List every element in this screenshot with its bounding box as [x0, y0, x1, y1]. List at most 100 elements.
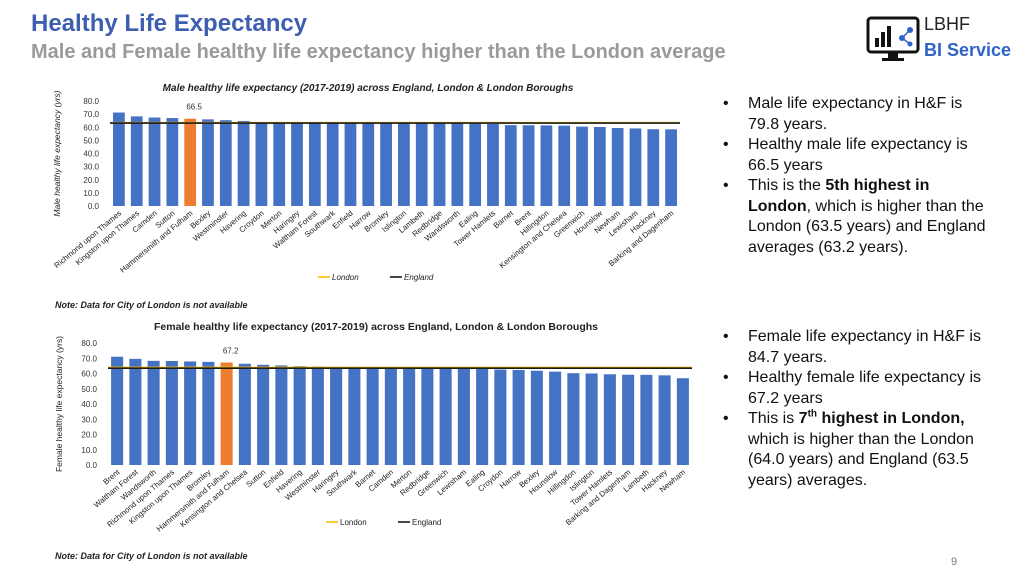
male-legend-england-label: England [404, 273, 434, 282]
female-bar [311, 366, 324, 465]
female-ytick-label: 80.0 [81, 339, 97, 348]
male-bullets: Male life expectancy in H&F is 79.8 year… [721, 94, 986, 258]
monitor-chart-icon [866, 16, 920, 61]
female-bar [348, 366, 361, 465]
female-ytick-label: 40.0 [81, 400, 97, 409]
male-bar [255, 122, 268, 206]
male-bar [665, 129, 677, 206]
female-bar [603, 374, 616, 465]
female-bar [622, 374, 635, 465]
male-bar [487, 123, 499, 206]
male-ytick-label: 70.0 [83, 110, 99, 119]
female-bar [567, 373, 580, 465]
female-bar [220, 362, 233, 465]
female-bar [330, 366, 343, 465]
female-bullet-1-text: Female life expectancy in H&F is 84.7 ye… [748, 328, 981, 366]
female-ytick-label: 70.0 [81, 354, 97, 363]
female-bar [384, 367, 397, 465]
male-bar [237, 120, 250, 206]
male-bar [576, 126, 588, 206]
male-bar [415, 123, 428, 206]
male-y-axis-label: Male healthy life expectancy (yrs) [52, 90, 62, 216]
male-bullet-1: Male life expectancy in H&F is 79.8 year… [721, 94, 986, 135]
male-ytick-label: 30.0 [83, 163, 99, 172]
female-bar [257, 364, 270, 465]
female-bar [238, 363, 251, 465]
female-ytick-label: 60.0 [81, 370, 97, 379]
male-bar [273, 122, 286, 206]
female-bullets: Female life expectancy in H&F is 84.7 ye… [721, 327, 983, 491]
male-bar [469, 123, 482, 206]
male-ytick-label: 50.0 [83, 136, 99, 145]
female-bar [202, 361, 215, 465]
male-chart-note: Note: Data for City of London is not ava… [55, 300, 248, 310]
page-subtitle: Male and Female healthy life expectancy … [31, 41, 726, 63]
male-bar [113, 112, 125, 206]
female-category-label: Harrow [498, 467, 523, 490]
female-bar [494, 369, 507, 465]
logo-text-lbhf: LBHF [924, 14, 971, 34]
male-bar [611, 128, 624, 206]
female-bar [585, 373, 598, 465]
female-bar [530, 370, 543, 465]
female-bar [275, 365, 288, 465]
female-bullet-2: Healthy female life expectancy is 67.2 y… [721, 368, 983, 409]
male-bullet-3: This is the 5th highest in London, which… [721, 176, 986, 258]
male-ytick-label: 80.0 [83, 97, 99, 106]
male-bar [326, 122, 339, 206]
male-bar [202, 119, 214, 206]
female-bar [129, 358, 142, 465]
female-bullet-2-text: Healthy female life expectancy is 67.2 y… [748, 369, 981, 407]
male-ytick-label: 40.0 [83, 150, 99, 159]
female-ytick-label: 50.0 [81, 385, 97, 394]
male-bar [451, 123, 464, 206]
female-legend-england-label: England [412, 518, 441, 527]
male-bar [148, 117, 161, 206]
female-rank-number: 7 [798, 410, 808, 427]
male-bar [629, 128, 642, 206]
male-bar [308, 122, 321, 206]
female-bullet-1: Female life expectancy in H&F is 84.7 ye… [721, 327, 983, 368]
female-bar [457, 367, 470, 465]
male-ytick-label: 20.0 [83, 176, 99, 185]
male-bullet-3-pre: This is the [748, 177, 826, 194]
female-legend-london-label: London [340, 518, 367, 527]
female-chart-note: Note: Data for City of London is not ava… [55, 551, 248, 561]
male-bar [647, 129, 660, 206]
male-bar [166, 118, 179, 206]
female-bullet-3: This is 7th highest in London, which is … [721, 409, 983, 491]
page-title: Healthy Life Expectancy [31, 10, 308, 37]
male-bullet-3-bold: 5th highest in London [748, 177, 930, 215]
male-category-label: Barnet [492, 208, 516, 230]
female-bar [476, 368, 489, 465]
male-bullet-1-text: Male life expectancy in H&F is 79.8 year… [748, 95, 963, 133]
female-bullet-3-pre: This is [748, 410, 799, 427]
male-bar [522, 125, 535, 206]
female-highlight-data-label: 67.2 [223, 347, 239, 356]
male-bar [344, 123, 357, 206]
male-bar [380, 123, 392, 206]
male-bullet-3-post: , which is higher than the London (63.5 … [748, 197, 986, 256]
female-bar [403, 367, 416, 465]
male-bullet-2: Healthy male life expectancy is 66.5 yea… [721, 135, 986, 176]
male-legend-london-label: London [332, 273, 359, 282]
page-number: 9 [951, 556, 958, 568]
female-bar [658, 375, 671, 465]
female-bar [111, 356, 124, 465]
male-bar [433, 123, 446, 206]
female-bar [640, 374, 653, 465]
female-chart-title: Female healthy life expectancy (2017-201… [154, 321, 598, 333]
male-bar [130, 116, 143, 206]
male-bar [362, 123, 375, 206]
male-bar [184, 118, 197, 206]
female-bar [512, 369, 525, 465]
female-bar [439, 367, 452, 465]
male-bar [291, 122, 303, 206]
female-bar [676, 378, 689, 465]
male-bar [398, 123, 410, 206]
male-ytick-label: 0.0 [88, 202, 100, 211]
female-bar [366, 367, 379, 465]
female-bar [549, 371, 562, 465]
female-ytick-label: 10.0 [81, 446, 97, 455]
